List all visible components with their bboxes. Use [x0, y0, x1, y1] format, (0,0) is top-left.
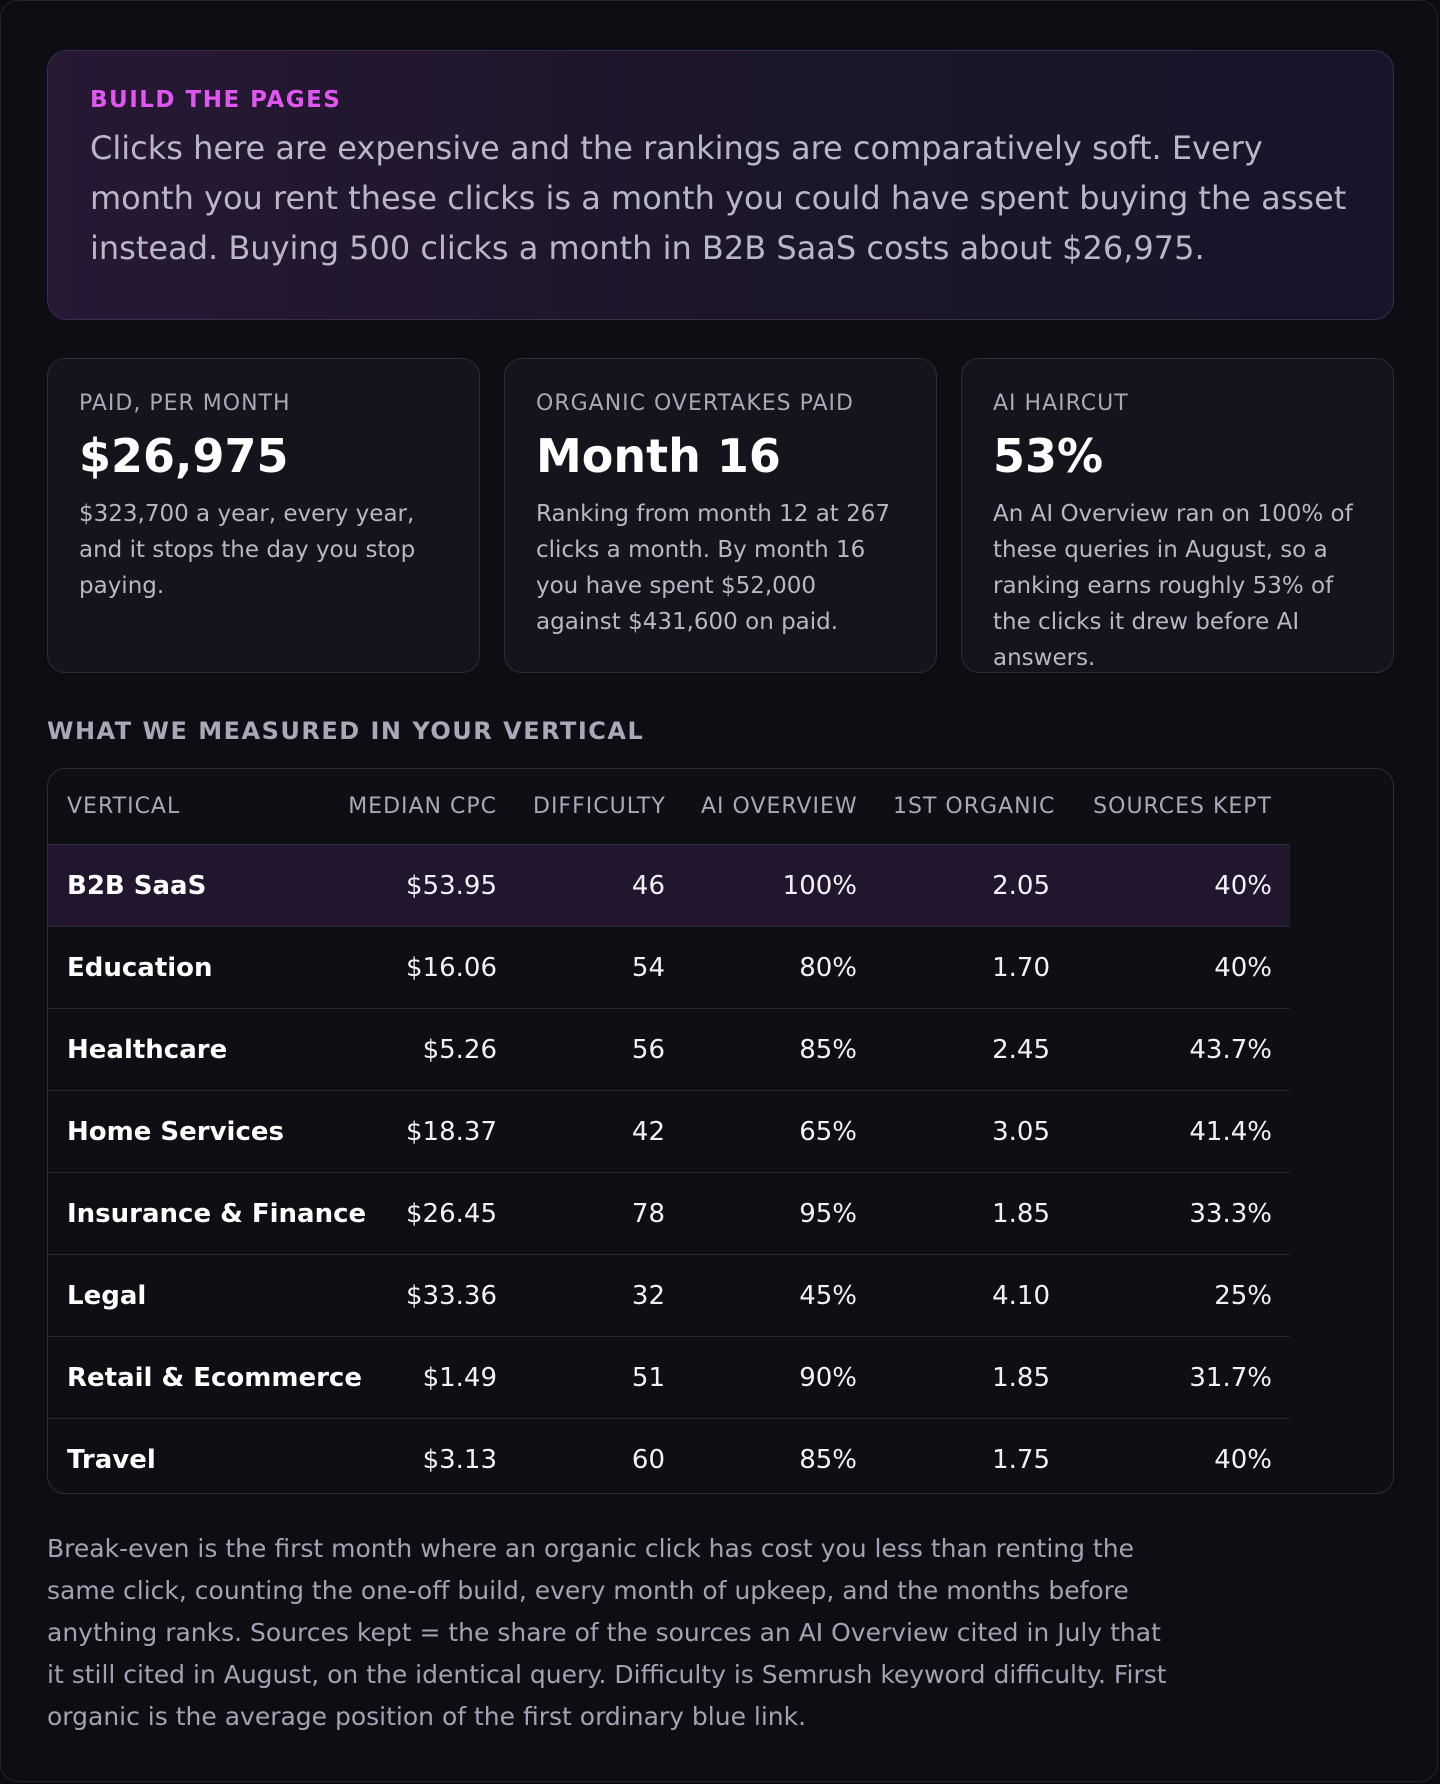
table-row: Retail & Ecommerce $1.49 51 90% 1.85 31.… [48, 1336, 1290, 1419]
table-row: Insurance & Finance $26.45 78 95% 1.85 3… [48, 1172, 1290, 1255]
cell-median-cpc: $33.36 [318, 1254, 515, 1337]
cell-sources-kept: 25% [1068, 1254, 1290, 1337]
cell-ai-overview: 45% [683, 1254, 875, 1337]
column-header-median-cpc: MEDIAN CPC [318, 769, 515, 845]
cell-sources-kept: 31.7% [1068, 1336, 1290, 1419]
cell-first-organic: 2.05 [875, 844, 1068, 927]
cell-first-organic: 2.45 [875, 1008, 1068, 1091]
cell-median-cpc: $26.45 [318, 1172, 515, 1255]
cell-sources-kept: 41.4% [1068, 1090, 1290, 1173]
stat-cards: PAID, PER MONTH $26,975 $323,700 a year,… [47, 358, 1394, 673]
stat-card-organic-overtakes: ORGANIC OVERTAKES PAID Month 16 Ranking … [504, 358, 937, 673]
column-header-ai-overview: AI OVERVIEW [683, 769, 875, 845]
cell-median-cpc: $3.13 [422, 1444, 497, 1475]
table-row: Travel $3.13 60 85% 1.75 40% [48, 1419, 1290, 1494]
cell-median-cpc: $53.95 [318, 844, 515, 927]
stat-card-description: An AI Overview ran on 100% of these quer… [993, 501, 1353, 671]
cell-median-cpc: $16.06 [318, 926, 515, 1009]
cell-median-cpc: $1.49 [318, 1336, 515, 1419]
cell-first-organic: 4.10 [875, 1254, 1068, 1337]
cell-first-organic: 1.85 [875, 1336, 1068, 1419]
stat-card-label: PAID, PER MONTH [79, 391, 291, 416]
cell-ai-overview: 95% [683, 1172, 875, 1255]
cell-ai-overview: 85% [683, 1008, 875, 1091]
cell-first-organic: 3.05 [875, 1090, 1068, 1173]
table-row-highlighted: B2B SaaS $53.95 46 100% 2.05 40% [48, 844, 1290, 927]
cell-vertical: Retail & Ecommerce [48, 1336, 362, 1419]
cell-sources-kept: 40% [1068, 844, 1290, 927]
vertical-table-grid: VERTICAL MEDIAN CPC DIFFICULTY AI OVERVI… [48, 769, 1290, 1494]
cell-median-cpc: $5.26 [318, 1008, 515, 1091]
table-row: Legal $33.36 32 45% 4.10 25% [48, 1254, 1290, 1337]
cell-ai-overview: 85% [799, 1444, 857, 1475]
cell-difficulty: 60 [631, 1444, 665, 1475]
stat-card-label: AI HAIRCUT [993, 391, 1129, 416]
cell-first-organic: 1.75 [992, 1444, 1050, 1475]
cell-ai-overview: 90% [683, 1336, 875, 1419]
stat-card-description: $323,700 a year, every year, and it stop… [79, 501, 416, 599]
section-title: WHAT WE MEASURED IN YOUR VERTICAL [47, 717, 645, 745]
column-header-sources-kept: SOURCES KEPT [1068, 769, 1290, 845]
cell-sources-kept: 40% [1068, 926, 1290, 1009]
stat-card-value: 53% [993, 429, 1104, 483]
column-header-first-organic: 1ST ORGANIC [875, 769, 1068, 845]
cell-ai-overview: 80% [683, 926, 875, 1009]
stat-card-description: Ranking from month 12 at 267 clicks a mo… [536, 501, 891, 635]
stat-card-value: Month 16 [536, 429, 781, 483]
stat-card-value: $26,975 [79, 429, 289, 483]
recommendation-text: Clicks here are expensive and the rankin… [90, 129, 1347, 267]
cell-vertical: Home Services [48, 1090, 318, 1173]
column-header-difficulty: DIFFICULTY [515, 769, 683, 845]
cell-sources-kept: 40% [1214, 1444, 1272, 1475]
cell-first-organic: 1.85 [875, 1172, 1068, 1255]
cell-vertical: Insurance & Finance [48, 1172, 366, 1255]
cell-median-cpc: $18.37 [318, 1090, 515, 1173]
cell-first-organic: 1.70 [875, 926, 1068, 1009]
table-row: Home Services $18.37 42 65% 3.05 41.4% [48, 1090, 1290, 1173]
cell-difficulty: 42 [515, 1090, 683, 1173]
cell-sources-kept: 33.3% [1068, 1172, 1290, 1255]
methodology-footnote: Break-even is the first month where an o… [47, 1534, 1167, 1731]
recommendation-eyebrow: BUILD THE PAGES [90, 87, 342, 113]
cell-vertical: Education [48, 926, 318, 1009]
cell-difficulty: 51 [515, 1336, 683, 1419]
cell-vertical: Travel [67, 1444, 156, 1475]
recommendation-banner: BUILD THE PAGES Clicks here are expensiv… [47, 50, 1394, 320]
cell-difficulty: 46 [515, 844, 683, 927]
table-header-row: VERTICAL MEDIAN CPC DIFFICULTY AI OVERVI… [48, 769, 1290, 845]
cell-vertical: Healthcare [48, 1008, 318, 1091]
table-row: Healthcare $5.26 56 85% 2.45 43.7% [48, 1008, 1290, 1091]
cell-difficulty: 32 [515, 1254, 683, 1337]
cell-vertical: Legal [48, 1254, 318, 1337]
cell-vertical: B2B SaaS [48, 844, 318, 927]
stat-card-label: ORGANIC OVERTAKES PAID [536, 391, 854, 416]
cell-sources-kept: 43.7% [1068, 1008, 1290, 1091]
cell-difficulty: 54 [515, 926, 683, 1009]
vertical-table: VERTICAL MEDIAN CPC DIFFICULTY AI OVERVI… [47, 768, 1394, 1494]
cell-difficulty: 78 [515, 1172, 683, 1255]
cell-ai-overview: 100% [683, 844, 875, 927]
column-header-vertical: VERTICAL [48, 769, 318, 845]
table-row: Education $16.06 54 80% 1.70 40% [48, 926, 1290, 1009]
cell-ai-overview: 65% [683, 1090, 875, 1173]
stat-card-ai-haircut: AI HAIRCUT 53% An AI Overview ran on 100… [961, 358, 1394, 673]
cell-difficulty: 56 [515, 1008, 683, 1091]
stat-card-paid-per-month: PAID, PER MONTH $26,975 $323,700 a year,… [47, 358, 480, 673]
